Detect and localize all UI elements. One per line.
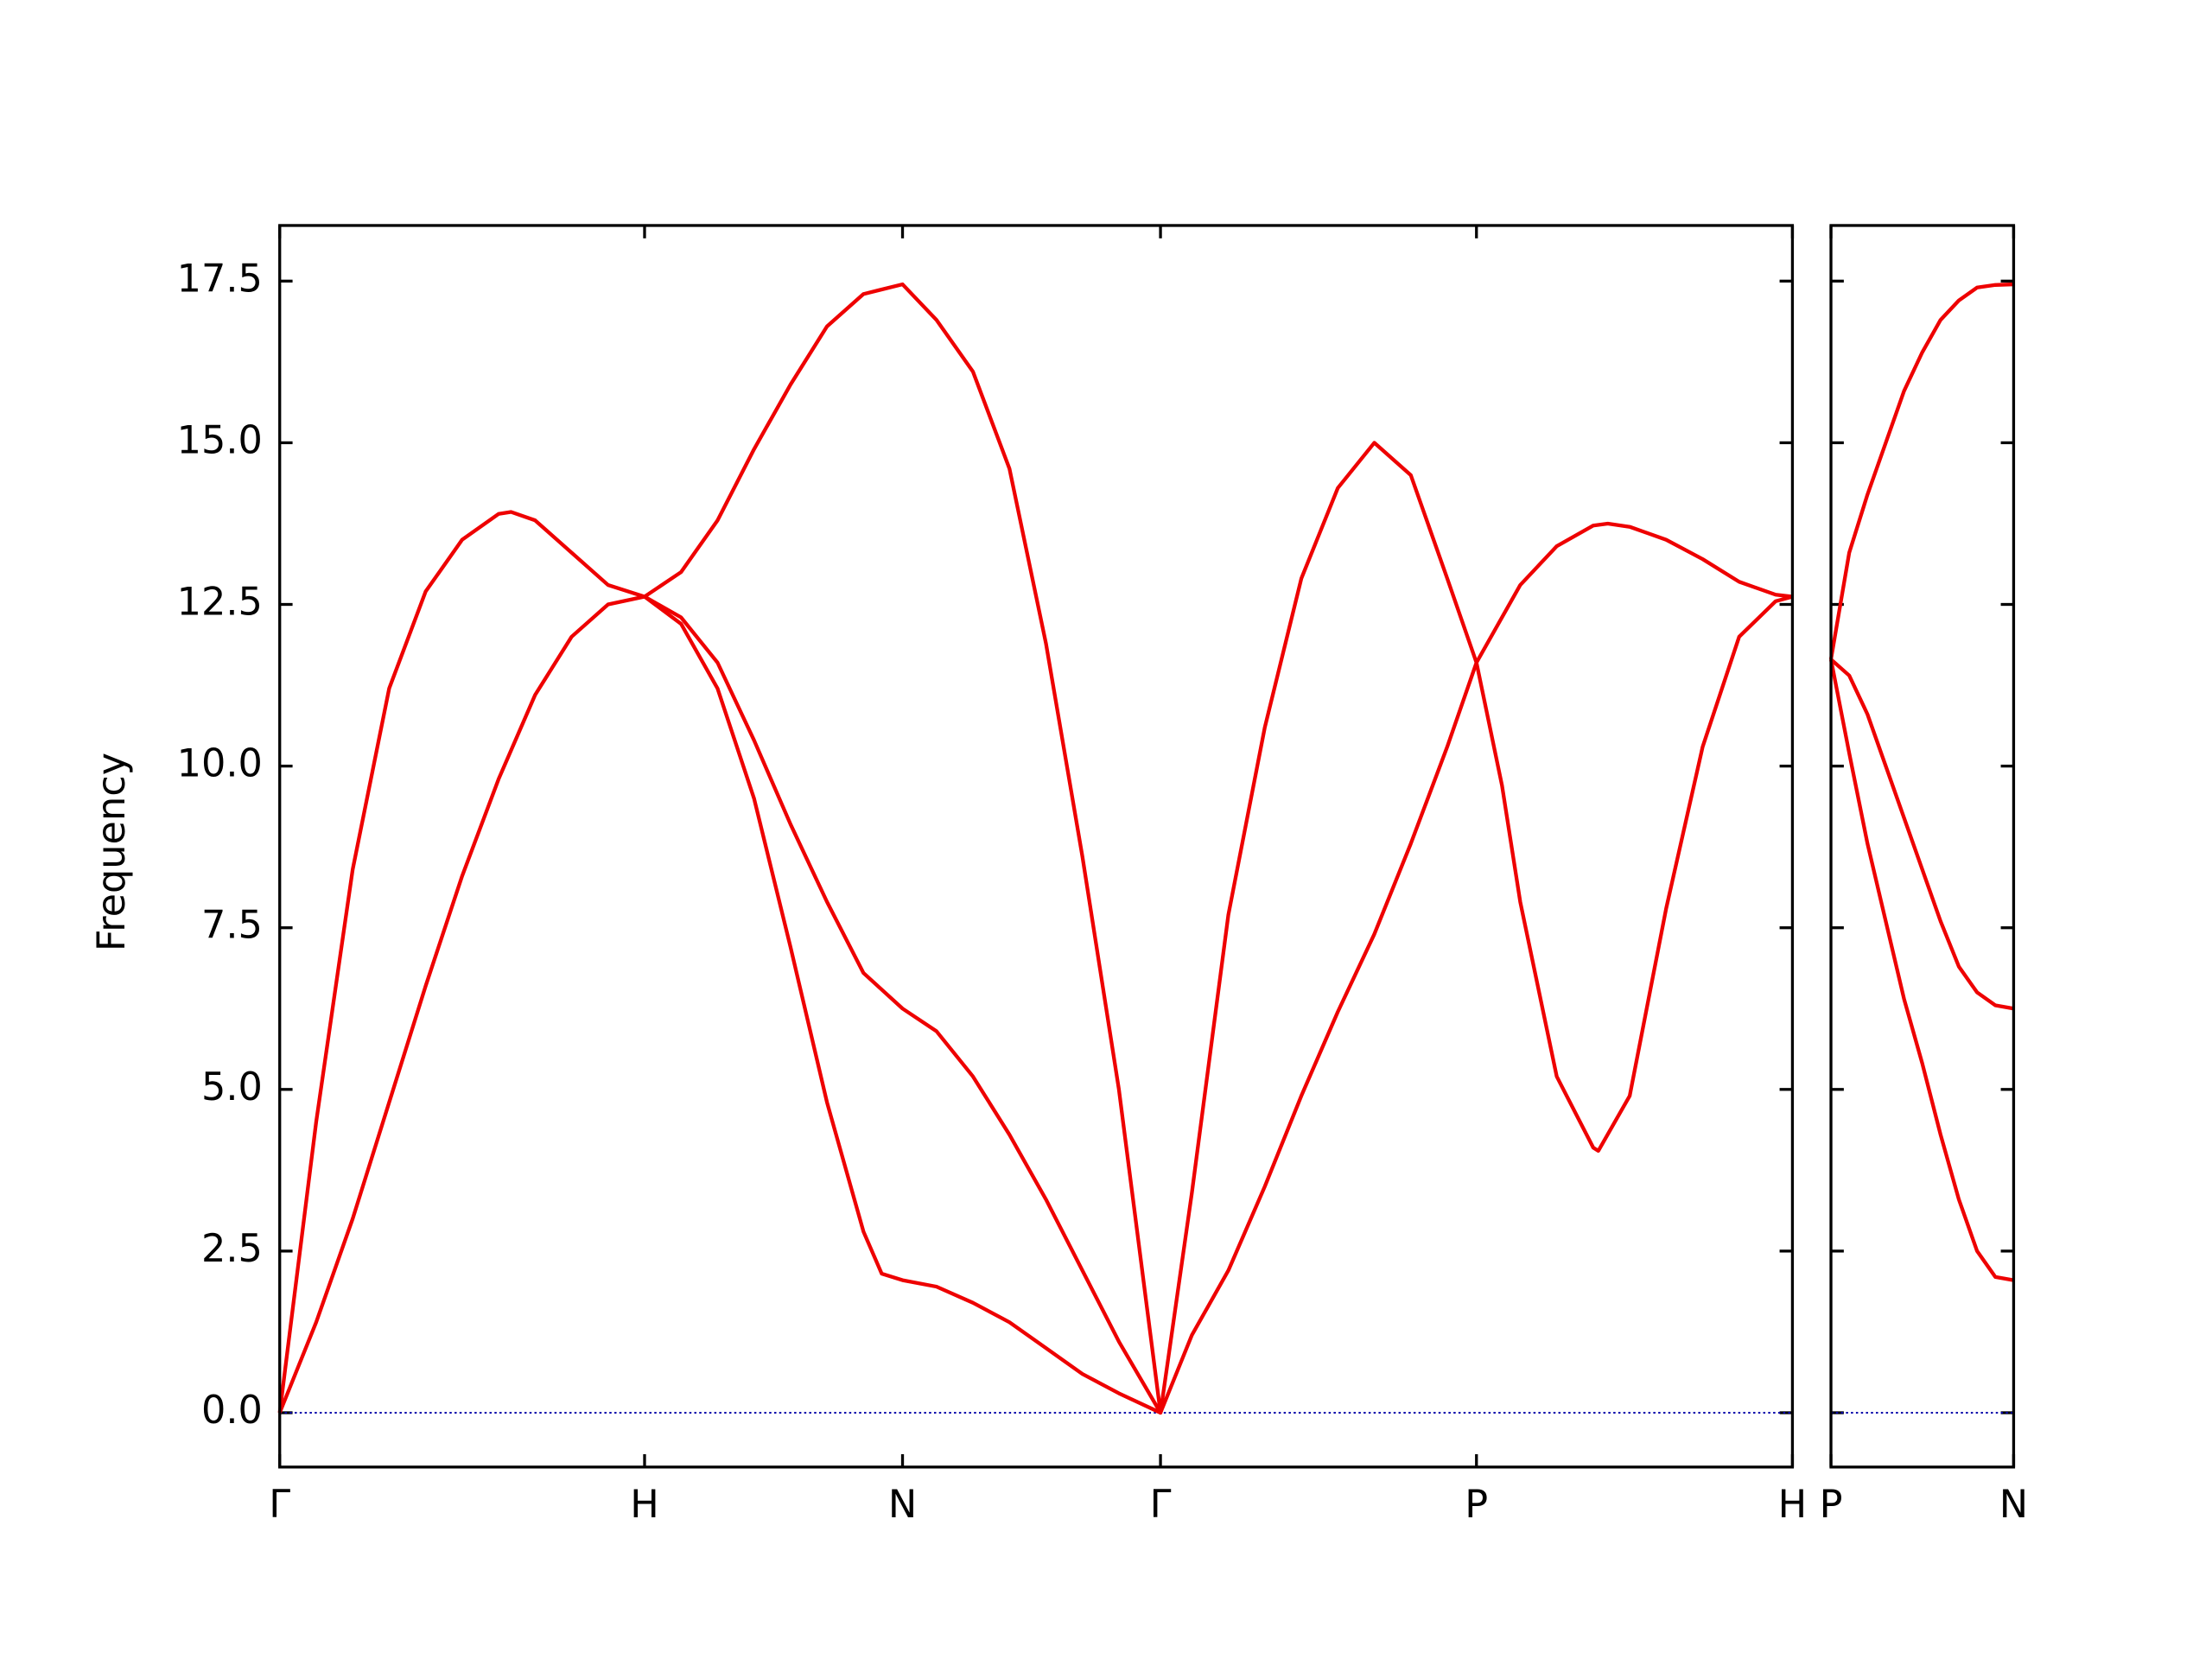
y-tick-label: 0.0: [201, 1388, 263, 1433]
y-tick-label: 12.5: [177, 580, 263, 625]
y-tick-label: 7.5: [201, 903, 263, 948]
x-tick-label: Γ: [1150, 1482, 1172, 1527]
plot-frame: [278, 224, 1795, 1469]
band-line: [1829, 658, 2014, 1011]
x-tick-label: N: [888, 1482, 917, 1527]
x-tick-label: P: [1465, 1482, 1488, 1527]
y-tick-label: 10.0: [177, 741, 263, 786]
x-tick-label: H: [630, 1482, 659, 1527]
band-line: [277, 282, 1793, 1415]
y-tick-label: 17.5: [177, 256, 263, 301]
x-tick-label: P: [1820, 1482, 1843, 1527]
y-axis-label: Frequency: [89, 753, 134, 951]
band-line: [1828, 282, 2014, 660]
band-line: [1828, 658, 2014, 1282]
x-tick-label: H: [1778, 1482, 1808, 1527]
plot-frame: [1829, 224, 2016, 1469]
y-tick-label: 2.5: [201, 1226, 263, 1271]
x-tick-label: Γ: [269, 1482, 290, 1527]
y-tick-label: 15.0: [177, 417, 263, 462]
band-line: [643, 594, 1162, 1414]
x-tick-label: N: [1999, 1482, 2028, 1527]
band-line: [277, 521, 1793, 1415]
y-tick-label: 5.0: [201, 1065, 263, 1109]
